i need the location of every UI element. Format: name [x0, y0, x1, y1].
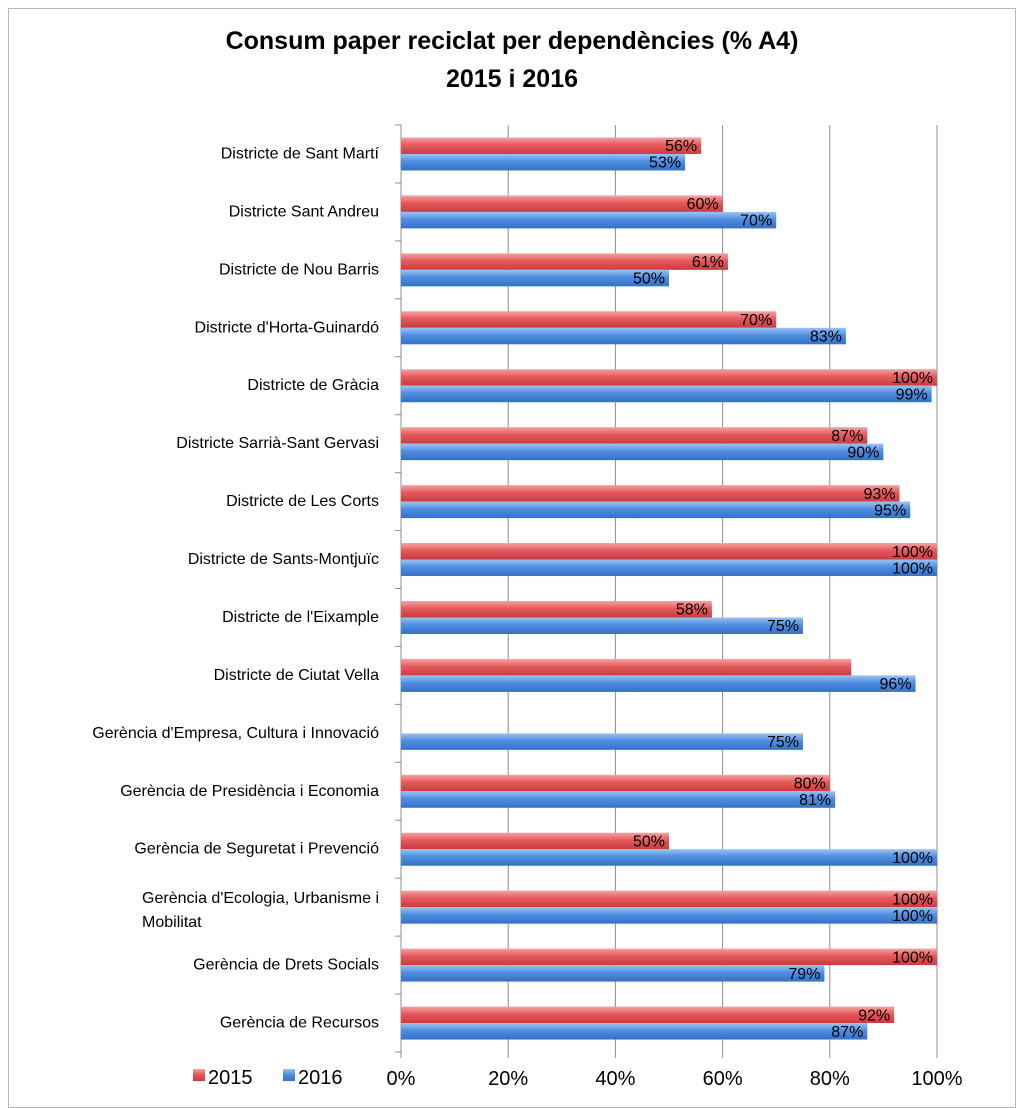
data-label-2016: 96% — [880, 676, 912, 693]
data-label-2016: 75% — [767, 734, 799, 751]
bar-2016 — [401, 849, 937, 866]
data-label-2016: 90% — [847, 444, 879, 461]
data-label-2016: 95% — [874, 502, 906, 519]
legend-label-2016: 2016 — [298, 1067, 343, 1089]
bar-2015 — [401, 1006, 895, 1024]
bar-2016 — [401, 965, 825, 982]
chart-title-block: Consum paper reciclat per dependències (… — [0, 22, 1024, 98]
category-label: Districte de l'Eixample — [222, 609, 379, 626]
bar-2016 — [401, 791, 836, 808]
category-label: Districte de Sants-Montjuïc — [188, 551, 379, 568]
bar-2015 — [401, 890, 937, 908]
x-tick-label: 100% — [911, 1068, 962, 1090]
data-label-2015: 58% — [676, 602, 708, 619]
bar-2016 — [401, 675, 916, 692]
data-label-2016: 100% — [892, 908, 933, 925]
bar-2016 — [401, 269, 669, 287]
category-label: Gerència de Presidència i Economia — [120, 783, 379, 800]
data-label-2016: 50% — [633, 271, 665, 288]
bar-2016 — [401, 907, 937, 924]
data-label-2016: 87% — [831, 1024, 863, 1041]
bar-2016 — [401, 733, 803, 750]
data-label-2015: 100% — [892, 370, 933, 387]
bar-2016 — [401, 385, 932, 403]
bar-2015 — [401, 543, 937, 560]
chart-subtitle: 2015 i 2016 — [445, 65, 579, 93]
legend-swatch-2015 — [193, 1069, 205, 1081]
bar-2015 — [401, 369, 937, 386]
data-label-2016: 100% — [892, 560, 933, 577]
category-label: Districte de Ciutat Vella — [214, 667, 380, 684]
bar-2016 — [401, 617, 803, 634]
data-label-2016: 79% — [788, 966, 820, 983]
bar-2015 — [401, 832, 669, 850]
x-tick-label: 0% — [387, 1068, 416, 1090]
data-label-2016: 53% — [649, 155, 681, 172]
bar-2016 — [401, 211, 777, 229]
chart-title: Consum paper reciclat per dependències (… — [225, 27, 799, 55]
bar-2016 — [401, 443, 884, 461]
data-label-2016: 75% — [767, 618, 799, 635]
legend-label-2015: 2015 — [208, 1067, 253, 1089]
bar-2015 — [401, 658, 852, 676]
data-label-2016: 70% — [740, 213, 772, 230]
category-label-line2: Mobilitat — [142, 914, 202, 931]
data-label-2015: 50% — [633, 833, 665, 850]
bar-2016 — [401, 1023, 868, 1040]
data-label-2015: 100% — [892, 949, 933, 966]
category-label: Gerència d'Empresa, Cultura i Innovació — [92, 725, 379, 742]
category-label: Districte Sarrià-Sant Gervasi — [176, 435, 379, 452]
legend-swatch-2016 — [283, 1069, 295, 1081]
bar-2016 — [401, 501, 911, 519]
bar-2015 — [401, 948, 937, 966]
category-label: Districte de Nou Barris — [219, 261, 379, 278]
bar-2016 — [401, 153, 686, 171]
data-label-2015: 100% — [892, 891, 933, 908]
category-label: Gerència d'Ecologia, Urbanisme i — [142, 890, 379, 907]
data-label-2016: 100% — [892, 850, 933, 867]
bar-2015 — [401, 311, 777, 328]
category-label: Gerència de Seguretat i Prevenció — [134, 841, 379, 858]
bar-2015 — [401, 137, 702, 154]
bar-2015 — [401, 485, 900, 502]
bar-2015 — [401, 600, 712, 618]
x-tick-label: 60% — [703, 1068, 743, 1090]
category-label: Districte Sant Andreu — [229, 203, 379, 220]
data-label-2015: 92% — [858, 1007, 890, 1024]
category-label: Districte de Les Corts — [226, 493, 379, 510]
category-label: Districte de Sant Martí — [221, 145, 380, 162]
x-tick-label: 40% — [595, 1068, 635, 1090]
x-tick-label: 20% — [488, 1068, 528, 1090]
category-label: Districte de Gràcia — [247, 377, 379, 394]
category-label: Gerència de Drets Socials — [193, 957, 379, 974]
x-tick-label: 80% — [810, 1068, 850, 1090]
data-label-2015: 56% — [665, 138, 697, 155]
data-label-2015: 100% — [892, 544, 933, 561]
bar-2015 — [401, 195, 723, 212]
data-label-2016: 83% — [810, 329, 842, 346]
data-label-2015: 70% — [740, 312, 772, 329]
bar-2015 — [401, 253, 728, 270]
category-label: Districte d'Horta-Guinardó — [195, 319, 380, 336]
data-label-2016: 81% — [799, 792, 831, 809]
bar-2015 — [401, 427, 868, 444]
bar-2015 — [401, 774, 830, 792]
data-label-2015: 80% — [794, 776, 826, 793]
data-label-2015: 60% — [687, 196, 719, 213]
data-label-2016: 99% — [896, 386, 928, 403]
data-label-2015: 93% — [863, 486, 895, 503]
bar-2016 — [401, 559, 937, 577]
data-label-2015: 61% — [692, 254, 724, 271]
bar-2016 — [401, 327, 846, 345]
category-label: Gerència de Recursos — [220, 1015, 379, 1032]
data-label-2015: 87% — [831, 428, 863, 445]
